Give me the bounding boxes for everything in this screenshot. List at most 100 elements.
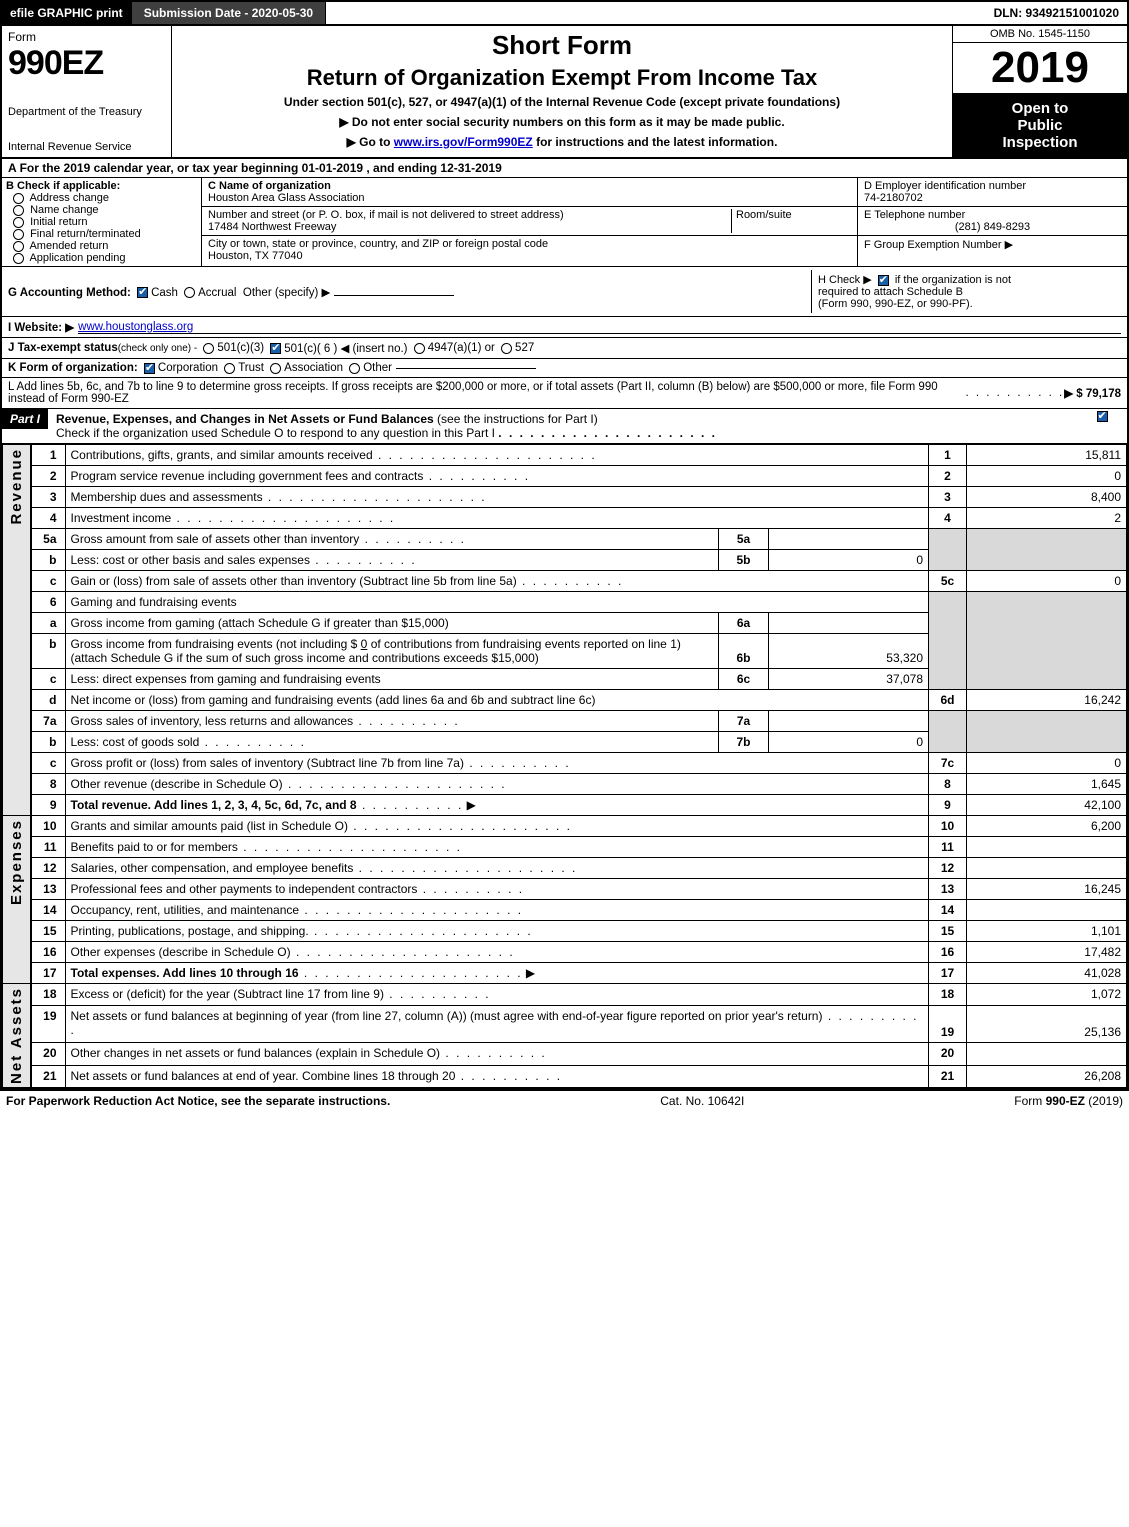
k-corp: Corporation [158, 362, 218, 374]
j-label: J Tax-exempt status [8, 342, 118, 354]
form-label: Form [8, 30, 165, 44]
line-13-desc: Professional fees and other payments to … [71, 882, 418, 896]
line-12: 12 Salaries, other compensation, and emp… [3, 858, 1127, 879]
b-opt-final[interactable] [13, 229, 24, 240]
k-other-checkbox[interactable] [349, 363, 360, 374]
no-ssn-text: Do not enter social security numbers on … [352, 115, 785, 129]
footer-year: (2019) [1085, 1094, 1123, 1108]
j-527-checkbox[interactable] [501, 343, 512, 354]
org-city: Houston, TX 77040 [208, 250, 851, 262]
b-opt-2: Initial return [30, 216, 87, 228]
open-line-1: Open to [955, 100, 1125, 117]
open-to-public-box: Open to Public Inspection [953, 94, 1127, 157]
dept-irs: Internal Revenue Service [8, 141, 165, 153]
line-6d-desc: Net income or (loss) from gaming and fun… [71, 693, 596, 707]
line-19: 19 Net assets or fund balances at beginn… [3, 1006, 1127, 1043]
tax-year: 2019 [953, 43, 1127, 94]
k-trust: Trust [238, 362, 264, 374]
k-assoc-checkbox[interactable] [270, 363, 281, 374]
line-21: 21 Net assets or fund balances at end of… [3, 1065, 1127, 1087]
top-bar: efile GRAPHIC print Submission Date - 20… [2, 2, 1127, 26]
line-17-desc: Total expenses. Add lines 10 through 16 [71, 966, 299, 980]
line-6c-val: 37,078 [769, 669, 929, 690]
line-13: 13 Professional fees and other payments … [3, 879, 1127, 900]
section-i: I Website: ▶ www.houstonglass.org [2, 317, 1127, 338]
h-line-3: (Form 990, 990-EZ, or 990-PF). [818, 298, 973, 310]
line-11-val [967, 837, 1127, 858]
line-6d-val: 16,242 [967, 690, 1127, 711]
header-center: Short Form Return of Organization Exempt… [172, 26, 952, 157]
g-accrual: Accrual [198, 287, 236, 299]
h-line-2: required to attach Schedule B [818, 286, 963, 298]
line-5a: 5a Gross amount from sale of assets othe… [3, 529, 1127, 550]
irs-link[interactable]: www.irs.gov/Form990EZ [394, 135, 533, 149]
submission-date-button[interactable]: Submission Date - 2020-05-30 [132, 2, 326, 24]
j-501c3-checkbox[interactable] [203, 343, 214, 354]
b-opt-4: Amended return [29, 240, 108, 252]
j-o1: 501(c)(3) [217, 342, 264, 354]
g-other: Other (specify) [243, 287, 318, 299]
website-link[interactable]: www.houstonglass.org [78, 321, 1121, 334]
line-5c-desc: Gain or (loss) from sale of assets other… [71, 574, 517, 588]
line-10: Expenses 10 Grants and similar amounts p… [3, 816, 1127, 837]
line-14: 14 Occupancy, rent, utilities, and maint… [3, 900, 1127, 921]
line-5a-desc: Gross amount from sale of assets other t… [71, 532, 360, 546]
b-opt-name-change[interactable] [13, 205, 24, 216]
line-1-val: 15,811 [967, 445, 1127, 466]
line-18-val: 1,072 [967, 984, 1127, 1006]
h-checkbox[interactable] [878, 275, 889, 286]
line-12-desc: Salaries, other compensation, and employ… [71, 861, 354, 875]
short-form-title: Short Form [180, 30, 944, 61]
line-19-val: 25,136 [967, 1006, 1127, 1043]
b-opt-0: Address change [29, 192, 109, 204]
section-h: H Check ▶ if the organization is not req… [811, 270, 1121, 313]
revenue-vtab: Revenue [3, 445, 32, 816]
line-5c-val: 0 [967, 571, 1127, 592]
form-number: 990EZ [8, 44, 165, 83]
b-opt-amended[interactable] [13, 241, 24, 252]
line-21-desc: Net assets or fund balances at end of ye… [71, 1069, 456, 1083]
line-4-val: 2 [967, 508, 1127, 529]
k-label: K Form of organization: [8, 362, 138, 374]
line-5a-val [769, 529, 929, 550]
b-opt-pending[interactable] [13, 253, 24, 264]
b-opt-5: Application pending [29, 252, 125, 264]
part-1-check-text: Check if the organization used Schedule … [56, 426, 495, 440]
c-street-label: Number and street (or P. O. box, if mail… [208, 209, 731, 221]
line-1: Revenue 1 Contributions, gifts, grants, … [3, 445, 1127, 466]
j-4947-checkbox[interactable] [414, 343, 425, 354]
schedule-o-checkbox[interactable] [1097, 411, 1108, 422]
line-20-val [967, 1043, 1127, 1065]
part-1-title: Revenue, Expenses, and Changes in Net As… [56, 412, 434, 426]
j-501c-checkbox[interactable] [270, 343, 281, 354]
line-5b-val: 0 [769, 550, 929, 571]
line-7c-desc: Gross profit or (loss) from sales of inv… [71, 756, 464, 770]
section-l: L Add lines 5b, 6c, and 7b to line 9 to … [2, 378, 1127, 409]
line-18: Net Assets 18 Excess or (deficit) for th… [3, 984, 1127, 1006]
efile-print-button[interactable]: efile GRAPHIC print [2, 2, 132, 24]
b-opt-address-change[interactable] [13, 193, 24, 204]
k-trust-checkbox[interactable] [224, 363, 235, 374]
g-accrual-checkbox[interactable] [184, 287, 195, 298]
line-14-desc: Occupancy, rent, utilities, and maintena… [71, 903, 300, 917]
omb-number: OMB No. 1545-1150 [953, 26, 1127, 43]
l-value: ▶ $ 79,178 [1064, 386, 1121, 400]
footer-left: For Paperwork Reduction Act Notice, see … [6, 1094, 390, 1108]
g-cash-checkbox[interactable] [137, 287, 148, 298]
k-corp-checkbox[interactable] [144, 363, 155, 374]
line-7b-val: 0 [769, 732, 929, 753]
line-7a-desc: Gross sales of inventory, less returns a… [71, 714, 354, 728]
phone-value: (281) 849-8293 [864, 221, 1121, 233]
entity-block: B Check if applicable: Address change Na… [2, 178, 1127, 267]
part-1-label: Part I [2, 409, 48, 429]
line-21-val: 26,208 [967, 1065, 1127, 1087]
line-6c-desc: Less: direct expenses from gaming and fu… [71, 672, 381, 686]
footer-form: 990-EZ [1046, 1094, 1085, 1108]
room-suite-label: Room/suite [731, 209, 851, 233]
b-opt-initial[interactable] [13, 217, 24, 228]
b-opt-1: Name change [30, 204, 99, 216]
line-13-val: 16,245 [967, 879, 1127, 900]
line-8-desc: Other revenue (describe in Schedule O) [71, 777, 283, 791]
h-check-pre: H Check ▶ [818, 274, 872, 286]
line-15-val: 1,101 [967, 921, 1127, 942]
